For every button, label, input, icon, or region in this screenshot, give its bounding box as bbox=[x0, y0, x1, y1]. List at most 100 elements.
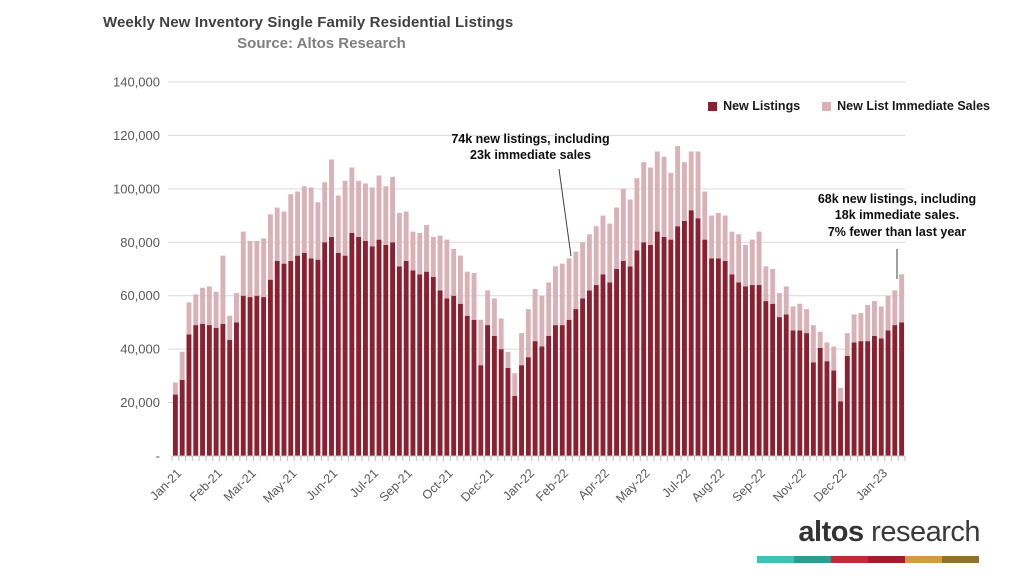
immediate-sales-bar bbox=[335, 195, 341, 253]
immediate-sales-bar bbox=[580, 242, 586, 299]
new-listings-bar bbox=[288, 260, 294, 456]
new-listings-bar bbox=[505, 367, 511, 456]
new-listings-bar bbox=[553, 325, 558, 456]
new-listings-bar bbox=[315, 259, 321, 456]
immediate-sales-bar bbox=[444, 239, 450, 299]
immediate-sales-bar bbox=[872, 301, 877, 336]
new-listings-bar bbox=[179, 379, 185, 456]
immediate-sales-bar bbox=[376, 175, 382, 240]
new-listings-bar bbox=[247, 297, 253, 456]
new-listings-bar bbox=[824, 361, 830, 456]
immediate-sales-bar bbox=[546, 282, 552, 336]
immediate-sales-bar bbox=[200, 287, 205, 324]
new-listings-bar bbox=[702, 239, 708, 456]
immediate-sales-bar bbox=[234, 293, 239, 323]
legend-swatch bbox=[708, 101, 718, 111]
immediate-sales-bar bbox=[804, 309, 810, 334]
immediate-sales-bar bbox=[763, 266, 769, 302]
immediate-sales-bar bbox=[559, 263, 565, 326]
immediate-sales-bar bbox=[614, 207, 619, 269]
logo-bar-segment bbox=[942, 556, 979, 563]
chart-title: Weekly New Inventory Single Family Resid… bbox=[103, 14, 514, 31]
y-axis-label: 100,000 bbox=[113, 181, 160, 196]
immediate-sales-bar bbox=[498, 318, 504, 350]
immediate-sales-bar bbox=[525, 309, 531, 358]
x-axis-label: Feb-22 bbox=[533, 466, 571, 504]
immediate-sales-bar bbox=[553, 266, 558, 326]
new-listings-bar bbox=[362, 240, 368, 456]
new-listings-bar bbox=[437, 290, 443, 456]
new-listings-bar bbox=[220, 323, 226, 456]
immediate-sales-bar bbox=[267, 214, 273, 280]
y-axis-label: 60,000 bbox=[120, 288, 160, 303]
x-axis-label: Dec-21 bbox=[458, 466, 496, 504]
x-axis-label: May-22 bbox=[613, 466, 652, 505]
immediate-sales-bar bbox=[858, 313, 864, 342]
new-listings-bar bbox=[681, 220, 687, 456]
new-listings-bar bbox=[200, 323, 205, 456]
new-listings-bar bbox=[410, 270, 416, 456]
immediate-sales-bar bbox=[349, 167, 355, 233]
logo-word-altos: altos bbox=[798, 516, 864, 548]
legend-item-new-listings: New Listings bbox=[708, 99, 800, 113]
immediate-sales-bar bbox=[458, 255, 463, 304]
new-listings-bar bbox=[234, 322, 239, 456]
immediate-sales-bar bbox=[240, 231, 246, 296]
immediate-sales-bar bbox=[709, 215, 715, 259]
immediate-sales-bar bbox=[648, 167, 653, 245]
immediate-sales-bar bbox=[505, 351, 511, 368]
immediate-sales-bar bbox=[308, 187, 314, 259]
logo-bar-segment bbox=[794, 556, 831, 563]
x-axis-label: Oct-21 bbox=[419, 466, 455, 502]
new-listings-bar bbox=[648, 244, 653, 456]
new-listings-bar bbox=[892, 325, 898, 456]
immediate-sales-bar bbox=[729, 231, 735, 275]
y-axis-label: 80,000 bbox=[120, 235, 160, 250]
immediate-sales-bar bbox=[322, 182, 328, 243]
immediate-sales-bar bbox=[274, 207, 280, 261]
new-listings-bar bbox=[227, 339, 233, 456]
new-listings-bar bbox=[186, 334, 192, 456]
immediate-sales-bar bbox=[329, 159, 334, 237]
x-axis-label: Jun-21 bbox=[303, 466, 340, 503]
immediate-sales-bar bbox=[586, 234, 592, 291]
new-listings-bar bbox=[804, 333, 810, 456]
immediate-sales-bar bbox=[661, 156, 667, 237]
immediate-sales-bar bbox=[254, 240, 260, 296]
immediate-sales-bar bbox=[396, 212, 402, 267]
new-listings-bar bbox=[390, 242, 396, 456]
immediate-sales-bar bbox=[736, 234, 742, 283]
immediate-sales-bar bbox=[770, 269, 776, 304]
new-listings-bar bbox=[722, 260, 728, 456]
new-listings-bar bbox=[709, 258, 715, 456]
immediate-sales-bar bbox=[844, 333, 850, 356]
immediate-sales-bar bbox=[865, 305, 871, 342]
immediate-sales-bar bbox=[620, 188, 626, 261]
new-listings-bar bbox=[383, 244, 389, 456]
new-listings-bar bbox=[335, 252, 341, 456]
immediate-sales-bar bbox=[878, 306, 884, 339]
immediate-sales-bar bbox=[281, 211, 287, 264]
immediate-sales-bar bbox=[390, 176, 396, 243]
new-listings-bar bbox=[634, 250, 640, 456]
immediate-sales-bar bbox=[186, 302, 192, 335]
immediate-sales-bar bbox=[715, 212, 721, 259]
immediate-sales-bar bbox=[593, 226, 599, 286]
immediate-sales-bar bbox=[179, 351, 185, 380]
logo-bar-segment bbox=[831, 556, 868, 563]
new-listings-bar bbox=[878, 338, 884, 456]
immediate-sales-bar bbox=[797, 303, 803, 331]
new-listings-bar bbox=[627, 266, 633, 456]
logo-color-bar bbox=[757, 556, 979, 563]
immediate-sales-bar bbox=[688, 151, 694, 211]
new-listings-bar bbox=[844, 355, 850, 456]
new-listings-bar bbox=[797, 330, 803, 456]
logo-word-research: research bbox=[871, 516, 980, 548]
new-listings-bar bbox=[810, 362, 816, 456]
immediate-sales-bar bbox=[654, 151, 660, 232]
new-listings-bar bbox=[349, 232, 355, 456]
new-listings-bar bbox=[281, 263, 287, 456]
immediate-sales-bar bbox=[491, 298, 497, 336]
y-axis-label: 40,000 bbox=[120, 342, 160, 357]
immediate-sales-bar bbox=[783, 286, 789, 315]
